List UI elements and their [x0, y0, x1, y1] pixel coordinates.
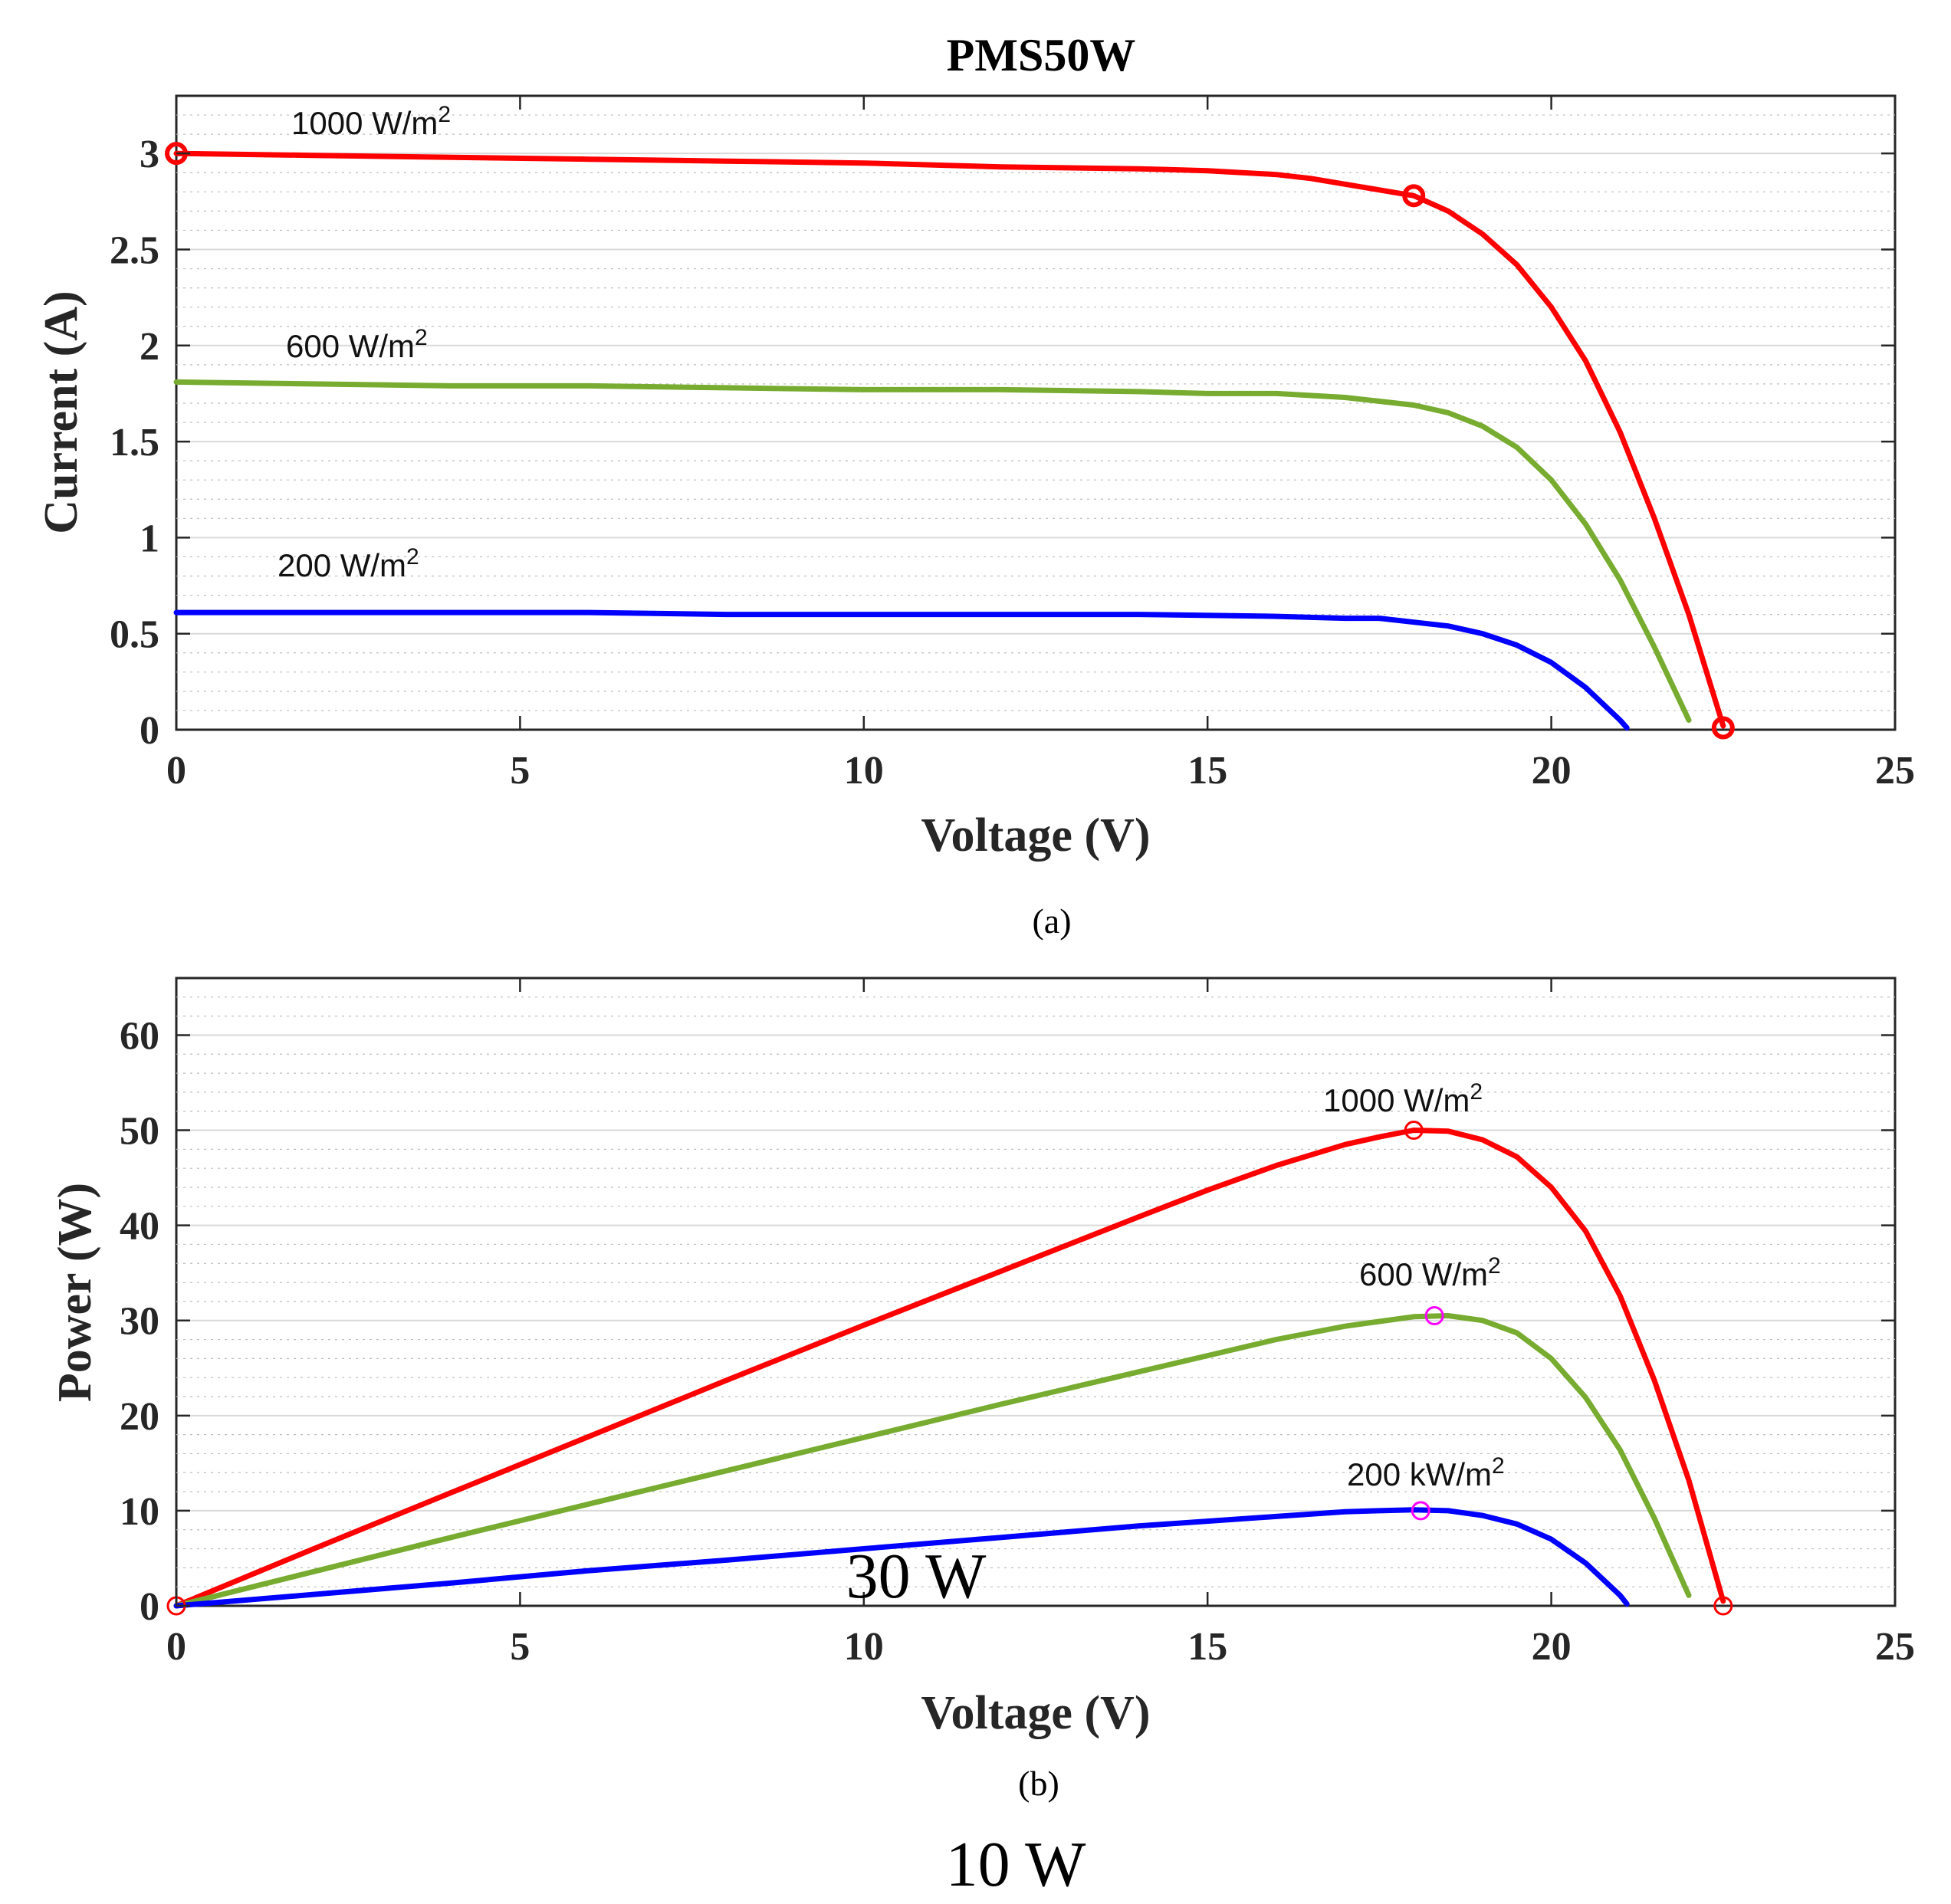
y-tick-label: 0.5: [110, 613, 159, 657]
panel-a-iv-chart: PMS50W 0 5 10 15 20 25 0 0.5 1 1.5 2 2.5 3 1000 W/m2…: [35, 30, 1915, 941]
x-tick-label: 5: [510, 1625, 530, 1669]
x-tick-label: 10: [844, 1625, 884, 1669]
overlay-text-10w: 10 W: [946, 1829, 1086, 1900]
marker-1: [1402, 184, 1426, 208]
series-label-600-a: 600 W/m2: [286, 325, 428, 364]
y-tick-label: 60: [120, 1014, 159, 1058]
series-label-200-b: 200 kW/m2: [1347, 1453, 1505, 1492]
caption-a: (a): [1032, 901, 1071, 941]
plot-area-b: [175, 977, 1897, 1607]
x-tick-label: 5: [510, 749, 530, 793]
series-line-1: [173, 1313, 1692, 1609]
x-axis-label-a: Voltage (V): [921, 809, 1150, 862]
series-line-0: [173, 1128, 1726, 1609]
ticks-b: 0 5 10 15 20 25 0 10 20 30 40 50 60: [120, 978, 1915, 1669]
series-line-2: [173, 1507, 1630, 1609]
marker-1: [1404, 1121, 1424, 1141]
y-tick-label: 10: [120, 1490, 159, 1534]
marker-2: [1424, 1306, 1444, 1326]
marker-3: [1411, 1501, 1430, 1521]
y-axis-label-b: Power (W): [49, 1183, 101, 1402]
y-tick-label: 20: [120, 1395, 159, 1439]
overlay-text-30w: 30 W: [846, 1541, 987, 1612]
x-tick-label: 25: [1875, 1625, 1915, 1669]
grid-a: [176, 114, 1895, 711]
series-line-1: [173, 379, 1692, 723]
marker-2: [1711, 716, 1735, 740]
y-tick-label: 50: [120, 1110, 159, 1154]
caption-b: (b): [1018, 1764, 1059, 1803]
x-axis-label-b: Voltage (V): [921, 1687, 1150, 1739]
x-tick-label: 10: [844, 749, 884, 793]
series-b: [166, 1121, 1733, 1616]
y-tick-label: 0: [140, 1585, 159, 1629]
x-tick-label: 15: [1187, 749, 1227, 793]
x-tick-label: 20: [1532, 1625, 1572, 1669]
series-label-600-b: 600 W/m2: [1359, 1253, 1501, 1292]
series-label-200-a: 200 W/m2: [278, 544, 419, 583]
x-tick-label: 25: [1875, 749, 1915, 793]
y-tick-label: 3: [140, 133, 159, 176]
panel-b-pv-chart: 0 5 10 15 20 25 0 10 20 30 40 50 60 1000 W/m2 600 W/…: [49, 977, 1915, 1803]
series-line-0: [173, 150, 1726, 729]
x-tick-label: 15: [1187, 1625, 1227, 1669]
y-tick-label: 1.5: [110, 421, 159, 465]
y-axis-label-a: Current (A): [35, 291, 87, 533]
series-a: [165, 142, 1735, 740]
x-tick-label: 0: [166, 1625, 186, 1669]
plot-area-a: [175, 94, 1897, 731]
x-tick-label: 0: [166, 749, 186, 793]
chart-title: PMS50W: [947, 30, 1136, 80]
series-label-1000-b: 1000 W/m2: [1323, 1079, 1483, 1118]
y-tick-label: 30: [120, 1300, 159, 1344]
grid-b: [176, 996, 1895, 1587]
y-tick-label: 0: [140, 709, 159, 753]
y-tick-label: 2.5: [110, 228, 159, 272]
ticks-a: 0 5 10 15 20 25 0 0.5 1 1.5 2 2.5 3: [110, 96, 1915, 793]
x-tick-label: 20: [1532, 749, 1572, 793]
series-label-1000-a: 1000 W/m2: [291, 102, 451, 141]
marker-4: [1713, 1596, 1733, 1616]
series-line-2: [173, 609, 1630, 730]
y-tick-label: 1: [140, 517, 159, 560]
y-tick-label: 40: [120, 1205, 159, 1249]
y-tick-label: 2: [140, 325, 159, 369]
